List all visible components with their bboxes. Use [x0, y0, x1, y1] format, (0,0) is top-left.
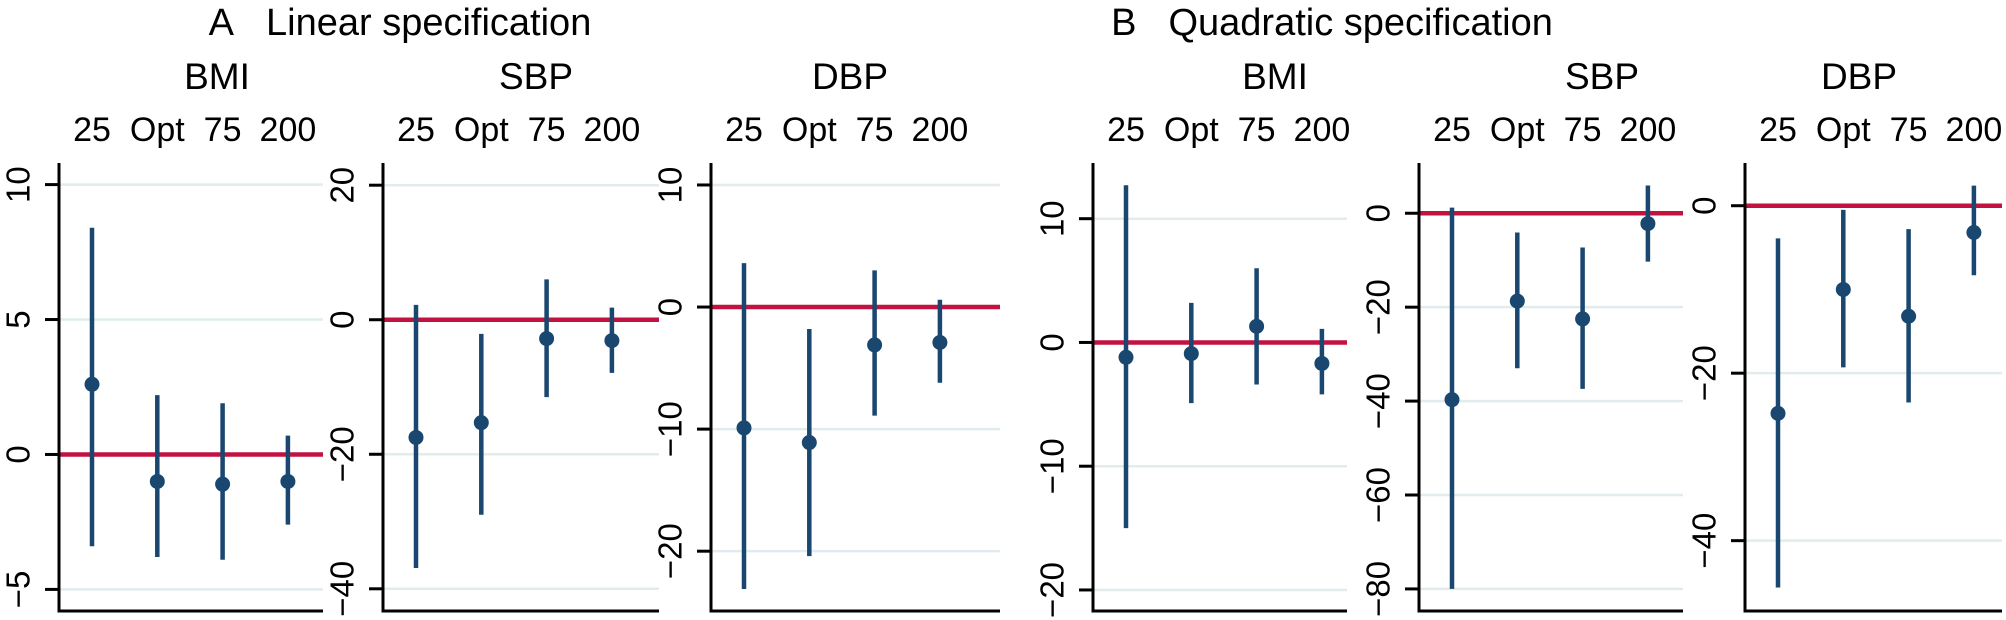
- subplot-a-bmi: 10 5 0 −5 25 Opt 75 200: [0, 111, 323, 613]
- x-tick-label: 200: [1294, 111, 1351, 149]
- x-tick-label: 200: [584, 111, 641, 149]
- x-tick-label: Opt: [130, 111, 185, 149]
- x-tick-label: 25: [73, 111, 111, 149]
- y-tick-label: 0: [1360, 204, 1397, 222]
- point-marker: [1575, 311, 1591, 327]
- point-marker: [1314, 355, 1330, 371]
- subplot-title-b-sbp: SBP: [1564, 56, 1640, 97]
- y-tick-label: −20: [1034, 562, 1071, 618]
- point-marker: [408, 429, 424, 445]
- point-marker: [1770, 405, 1786, 421]
- subplot-title-a-bmi: BMI: [184, 56, 250, 97]
- point-marker: [736, 420, 752, 436]
- point-marker: [1835, 281, 1851, 297]
- panel-a-title-text: Linear specification: [266, 2, 592, 44]
- y-tick-label: −20: [1686, 345, 1723, 401]
- x-tick-label: Opt: [1490, 111, 1545, 149]
- subplot-b-bmi: 10 0 −10 −20 25 Opt 75 200: [1034, 111, 1351, 618]
- y-tick-label: 10: [0, 166, 37, 203]
- y-tick-label: 20: [324, 167, 361, 204]
- subplot-title-a-sbp: SBP: [498, 56, 574, 97]
- point-marker: [215, 476, 231, 492]
- point-marker: [84, 376, 100, 392]
- point-marker: [149, 473, 165, 489]
- x-tick-label: Opt: [1164, 111, 1219, 149]
- x-tick-label: 75: [1890, 111, 1928, 149]
- panel-a-letter: A: [208, 2, 235, 44]
- point-marker: [1509, 293, 1525, 309]
- y-tick-label: −10: [652, 401, 689, 457]
- y-tick-label: −20: [652, 523, 689, 579]
- x-tick-label: 25: [725, 111, 763, 149]
- panel-b-title-text: Quadratic specification: [1168, 2, 1553, 44]
- point-marker: [1640, 216, 1656, 232]
- subplot-title-b-dbp: DBP: [1820, 56, 1898, 97]
- point-marker: [1249, 318, 1265, 334]
- y-tick-label: −80: [1360, 561, 1397, 617]
- x-tick-label: Opt: [782, 111, 837, 149]
- point-marker: [867, 337, 883, 353]
- point-marker: [604, 333, 620, 349]
- x-tick-label: 25: [397, 111, 435, 149]
- x-tick-label: 75: [1238, 111, 1276, 149]
- point-marker: [1118, 349, 1134, 365]
- point-marker: [473, 415, 489, 431]
- panel-b-letter: B: [1111, 2, 1137, 44]
- y-tick-label: 5: [0, 310, 37, 328]
- subplot-title-b-bmi: BMI: [1242, 56, 1308, 97]
- subplot-b-sbp: 0 −20 −40 −60 −80 25 Opt 75 200: [1360, 111, 1683, 617]
- y-tick-label: 0: [1686, 197, 1723, 215]
- x-tick-label: 200: [912, 111, 969, 149]
- subplot-a-dbp: 10 0 −10 −20 25 Opt 75 200: [652, 111, 1000, 613]
- x-tick-label: 75: [204, 111, 242, 149]
- y-tick-label: 0: [324, 311, 361, 329]
- panel-a-title: A Linear specification: [209, 2, 592, 44]
- y-tick-label: −40: [324, 561, 361, 617]
- x-tick-label: 25: [1107, 111, 1145, 149]
- y-tick-label: −60: [1360, 467, 1397, 523]
- x-tick-label: Opt: [454, 111, 509, 149]
- point-marker: [801, 435, 817, 451]
- panel-b-title: B Quadratic specification: [1111, 2, 1553, 44]
- subplot-b-dbp: 0 −20 −40 25 Opt 75 200: [1686, 111, 2003, 613]
- point-marker: [932, 334, 948, 350]
- y-tick-label: 0: [652, 298, 689, 316]
- y-tick-label: −20: [1360, 279, 1397, 335]
- point-marker: [1966, 225, 1982, 241]
- x-tick-label: 25: [1433, 111, 1471, 149]
- y-tick-label: 0: [0, 445, 37, 463]
- point-marker: [1444, 392, 1460, 408]
- y-tick-label: 10: [652, 167, 689, 204]
- y-tick-label: 0: [1034, 333, 1071, 351]
- y-tick-label: −5: [0, 571, 37, 609]
- y-tick-label: −10: [1034, 438, 1071, 494]
- y-tick-label: 10: [1034, 200, 1071, 237]
- point-marker: [1183, 346, 1199, 362]
- x-tick-label: 200: [260, 111, 317, 149]
- x-tick-label: Opt: [1816, 111, 1871, 149]
- x-tick-label: 75: [1564, 111, 1602, 149]
- point-marker: [539, 331, 555, 347]
- x-tick-label: 200: [1620, 111, 1677, 149]
- x-tick-label: 200: [1946, 111, 2003, 149]
- y-tick-label: −20: [324, 426, 361, 482]
- x-tick-label: 75: [856, 111, 894, 149]
- y-tick-label: −40: [1686, 513, 1723, 569]
- y-tick-label: −40: [1360, 373, 1397, 429]
- point-marker: [280, 473, 296, 489]
- x-tick-label: 25: [1759, 111, 1797, 149]
- x-tick-label: 75: [528, 111, 566, 149]
- point-marker: [1901, 308, 1917, 324]
- subplot-title-a-dbp: DBP: [811, 56, 889, 97]
